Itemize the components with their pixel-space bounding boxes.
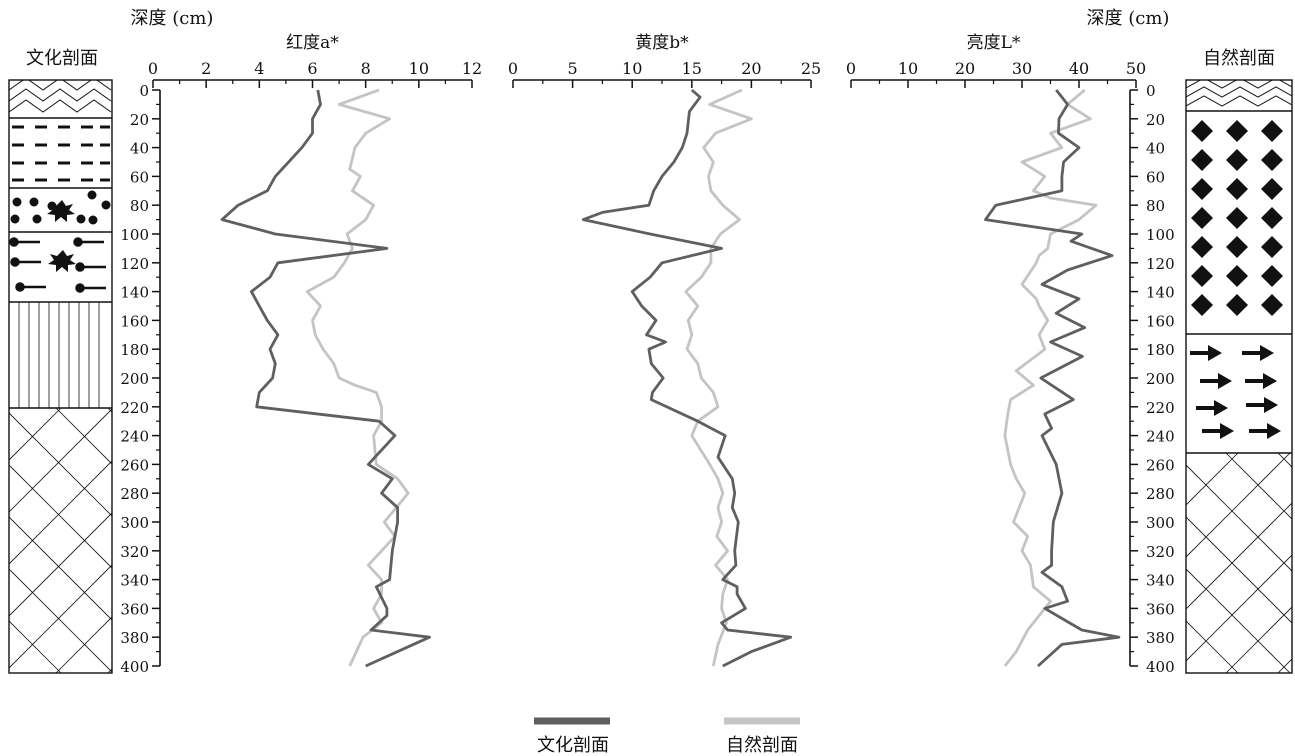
depth-tick-label: 380 xyxy=(120,629,149,647)
x-tick-label: 12 xyxy=(462,59,482,78)
x-tick-label: 10 xyxy=(409,59,429,78)
left-depth-axis-title: 深度 (cm) xyxy=(131,8,214,29)
right-layer-diamonds xyxy=(1191,120,1283,316)
x-tick-label: 0 xyxy=(846,59,856,78)
depth-tick-label: 400 xyxy=(1146,658,1175,676)
depth-tick-label: 400 xyxy=(120,658,149,676)
depth-tick-label: 40 xyxy=(130,140,149,158)
depth-tick-label: 20 xyxy=(130,111,149,129)
depth-tick-label: 220 xyxy=(1146,399,1175,417)
depth-tick-label: 80 xyxy=(130,197,149,215)
depth-tick-label: 200 xyxy=(120,370,149,388)
depth-tick-label: 40 xyxy=(1146,140,1165,158)
x-tick-label: 0 xyxy=(148,59,158,78)
depth-tick-label: 100 xyxy=(1146,226,1175,244)
series-line-natural xyxy=(684,88,753,667)
depth-tick-label: 180 xyxy=(120,341,149,359)
x-tick-label: 6 xyxy=(307,59,317,78)
depth-tick-label: 300 xyxy=(120,514,149,532)
depth-tick-label: 200 xyxy=(1146,370,1175,388)
depth-tick-label: 280 xyxy=(120,485,149,503)
depth-tick-label: 340 xyxy=(120,572,149,590)
x-tick-label: 50 xyxy=(1126,59,1146,78)
series-line-cultural xyxy=(220,89,431,668)
depth-tick-label: 120 xyxy=(120,255,149,273)
x-tick-label: 8 xyxy=(361,59,371,78)
depth-tick-label: 160 xyxy=(120,312,149,330)
depth-tick-label: 0 xyxy=(139,82,149,100)
depth-tick-label: 220 xyxy=(120,399,149,417)
panel-title: 红度a* xyxy=(286,33,339,53)
right-layer-crosshatch xyxy=(1186,453,1292,673)
depth-tick-label: 60 xyxy=(130,168,149,186)
legend-label-cultural: 文化剖面 xyxy=(537,735,609,756)
left-depth-axis: 0 20 40 60 80 100 120 140 160 180 200 220 240 260 280 3… xyxy=(120,82,161,676)
panel-1: 红度a* 0 2 4 6 8 10 12 xyxy=(148,33,482,668)
x-tick-label: 30 xyxy=(1012,59,1032,78)
panel-3: 亮度L* 0 10 20 30 40 50 xyxy=(846,33,1146,668)
depth-tick-label: 320 xyxy=(120,543,149,561)
left-column-title: 文化剖面 xyxy=(26,48,98,69)
depth-tick-label: 240 xyxy=(1146,428,1175,446)
x-tick-label: 10 xyxy=(622,59,642,78)
depth-tick-label: 260 xyxy=(120,456,149,474)
depth-tick-label: 320 xyxy=(1146,543,1175,561)
depth-tick-label: 380 xyxy=(1146,629,1175,647)
depth-tick-label: 240 xyxy=(120,428,149,446)
x-tick-label: 2 xyxy=(201,59,211,78)
depth-tick-label: 360 xyxy=(120,600,149,618)
x-tick-label: 20 xyxy=(741,59,761,78)
depth-tick-label: 260 xyxy=(1146,456,1175,474)
depth-tick-label: 300 xyxy=(1146,514,1175,532)
depth-tick-label: 140 xyxy=(120,284,149,302)
depth-tick-label: 100 xyxy=(120,226,149,244)
x-tick-label: 20 xyxy=(955,59,975,78)
depth-tick-label: 160 xyxy=(1146,312,1175,330)
legend: 文化剖面 自然剖面 xyxy=(534,717,800,756)
depth-tick-label: 280 xyxy=(1146,485,1175,503)
series-line-natural xyxy=(1003,88,1098,667)
right-column-title: 自然剖面 xyxy=(1203,48,1275,69)
right-depth-axis-title: 深度 (cm) xyxy=(1087,8,1170,29)
chart-panels: 红度a* 0 2 4 6 8 10 12 黄度b* 0 5 10 15 20 25 亮度L* 0 10 20 30 40… xyxy=(148,33,1146,668)
right-layer-zigzag xyxy=(1186,80,1292,107)
panel-2: 黄度b* 0 5 10 15 20 25 xyxy=(508,33,821,668)
x-tick-label: 40 xyxy=(1069,59,1089,78)
right-layer-arrows xyxy=(1190,345,1281,439)
x-tick-label: 25 xyxy=(801,59,821,78)
x-tick-label: 0 xyxy=(508,59,518,78)
panel-title: 亮度L* xyxy=(967,33,1021,53)
x-tick-label: 4 xyxy=(254,59,264,78)
left-layer-dots xyxy=(10,190,111,225)
series-line-natural xyxy=(305,88,410,667)
left-layer-pins xyxy=(9,237,106,293)
depth-tick-label: 20 xyxy=(1146,111,1165,129)
x-tick-label: 10 xyxy=(898,59,918,78)
panel-title: 黄度b* xyxy=(635,33,689,53)
series-line-cultural xyxy=(984,89,1121,668)
left-layer-crosshatch xyxy=(9,408,112,673)
depth-tick-label: 360 xyxy=(1146,600,1175,618)
legend-label-natural: 自然剖面 xyxy=(726,735,798,756)
right-lithology-column xyxy=(1185,79,1293,674)
x-tick-label: 5 xyxy=(568,59,578,78)
depth-tick-label: 340 xyxy=(1146,572,1175,590)
series-line-cultural xyxy=(581,88,793,668)
depth-tick-label: 0 xyxy=(1146,82,1156,100)
right-depth-axis: 0 20 40 60 80 100 120 140 160 180 200 220 240 260 280 3… xyxy=(1129,82,1175,676)
depth-tick-label: 140 xyxy=(1146,284,1175,302)
x-tick-label: 15 xyxy=(682,59,702,78)
left-layer-vertical-lines xyxy=(18,302,100,408)
depth-tick-label: 80 xyxy=(1146,197,1165,215)
depth-tick-label: 60 xyxy=(1146,168,1165,186)
depth-tick-label: 180 xyxy=(1146,341,1175,359)
depth-tick-label: 120 xyxy=(1146,255,1175,273)
left-layer-zigzag xyxy=(9,80,112,113)
left-lithology-column xyxy=(8,79,113,674)
left-layer-dashes xyxy=(12,125,110,182)
